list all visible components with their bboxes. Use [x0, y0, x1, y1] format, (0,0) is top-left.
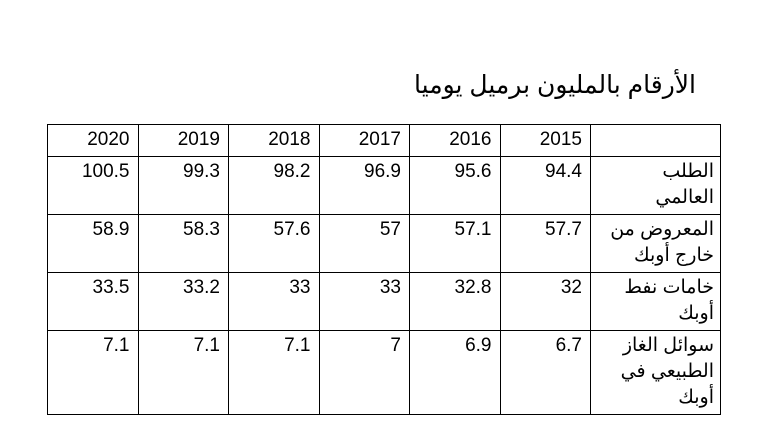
- value-cell: 7.1: [228, 330, 320, 415]
- value-cell: 7: [318, 330, 410, 415]
- value-cell: 98.2: [228, 156, 320, 215]
- data-row: الطلب العالمي 94.4 95.6 96.9 98.2 99.3 100.5: [47, 156, 721, 215]
- column-header: 2016: [409, 124, 501, 157]
- value-cell: 94.4: [499, 156, 591, 215]
- value-cell: 57.6: [228, 214, 320, 273]
- value-cell: 57: [318, 214, 410, 273]
- header-row: 2015 2016 2017 2018 2019 2020: [47, 124, 721, 157]
- value-cell: 32: [499, 272, 591, 331]
- data-row: خامات نفط أوبك 32 32.8 33 33 33.2 33.5: [47, 272, 721, 331]
- value-cell: 7.1: [137, 330, 229, 415]
- title: الأرقام بالمليون برميل يوميا: [414, 71, 696, 99]
- value-cell: 57.1: [409, 214, 501, 273]
- value-cell: 99.3: [137, 156, 229, 215]
- column-header: 2018: [228, 124, 320, 157]
- column-header: 2017: [318, 124, 410, 157]
- value-cell: 57.7: [499, 214, 591, 273]
- value-cell: 7.1: [47, 330, 139, 415]
- column-header: 2019: [137, 124, 229, 157]
- value-cell: 33: [228, 272, 320, 331]
- row-label: المعروض من خارج أوبك: [590, 214, 721, 273]
- value-cell: 33.2: [137, 272, 229, 331]
- data-row: سوائل الغاز الطبيعي في أوبك 6.7 6.9 7 7.1 7.1…: [47, 330, 721, 415]
- value-cell: 58.9: [47, 214, 139, 273]
- data-table: 2015 2016 2017 2018 2019 2020 الطلب العالمي 94.…: [47, 124, 721, 415]
- value-cell: 95.6: [409, 156, 501, 215]
- value-cell: 96.9: [318, 156, 410, 215]
- row-label: الطلب العالمي: [590, 156, 721, 215]
- value-cell: 33.5: [47, 272, 139, 331]
- value-cell: 6.7: [499, 330, 591, 415]
- column-header: 2020: [47, 124, 139, 157]
- column-header: 2015: [499, 124, 591, 157]
- data-row: المعروض من خارج أوبك 57.7 57.1 57 57.6 58.3 58…: [47, 214, 721, 273]
- corner-cell: [590, 124, 721, 157]
- value-cell: 100.5: [47, 156, 139, 215]
- value-cell: 58.3: [137, 214, 229, 273]
- value-cell: 32.8: [409, 272, 501, 331]
- row-label: سوائل الغاز الطبيعي في أوبك: [590, 330, 721, 415]
- row-label: خامات نفط أوبك: [590, 272, 721, 331]
- value-cell: 33: [318, 272, 410, 331]
- value-cell: 6.9: [409, 330, 501, 415]
